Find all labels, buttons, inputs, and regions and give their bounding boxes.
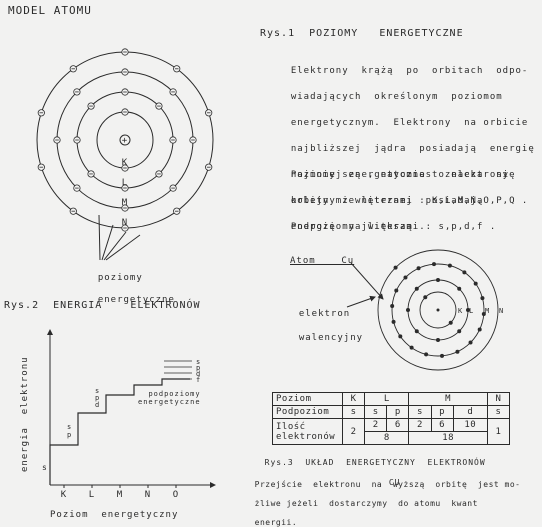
fig2-xlabel: Poziom energetyczny bbox=[50, 510, 178, 520]
svg-text:O: O bbox=[173, 490, 179, 500]
svg-text:M: M bbox=[485, 307, 490, 315]
fig2-ylabel: energia elektronu bbox=[20, 356, 30, 472]
svg-text:p: p bbox=[95, 394, 100, 402]
svg-text:s: s bbox=[42, 463, 48, 472]
fig1-atom-diagram: + KLMN bbox=[0, 20, 250, 300]
svg-text:d: d bbox=[95, 401, 100, 409]
svg-text:s: s bbox=[196, 358, 201, 366]
fig1-caption: Rys.1 POZIOMY ENERGETYCZNE bbox=[260, 28, 464, 39]
svg-text:+: + bbox=[122, 136, 128, 146]
svg-text:N: N bbox=[145, 490, 151, 500]
svg-text:M: M bbox=[122, 198, 128, 208]
svg-text:N: N bbox=[122, 218, 128, 228]
fig3-para: Przejście elektronu na wyższą orbitę jes… bbox=[244, 470, 520, 527]
svg-text:M: M bbox=[117, 490, 123, 500]
svg-text:L: L bbox=[469, 307, 474, 315]
svg-text:K: K bbox=[61, 490, 67, 500]
svg-text:N: N bbox=[499, 307, 504, 315]
fig2-chart: KLMNOsfdpspsdps bbox=[0, 318, 230, 527]
fig2-sublabel: podpoziomy energetyczne bbox=[138, 382, 201, 406]
fig2-caption: Rys.2 ENERGIA ELEKTRONÓW bbox=[4, 300, 201, 311]
electron-table: Poziom K L M N Podpoziom s s p s p d s I… bbox=[272, 392, 510, 445]
svg-text:L: L bbox=[89, 490, 95, 500]
page-title: MODEL ATOMU bbox=[8, 4, 92, 17]
fig1-para2: Poziomy energetyczne oznacza się kolejny… bbox=[278, 156, 528, 234]
svg-text:s: s bbox=[95, 387, 100, 395]
fig3-leader-arrows bbox=[345, 255, 465, 335]
svg-text:s: s bbox=[67, 423, 72, 431]
svg-text:K: K bbox=[122, 158, 128, 168]
svg-text:p: p bbox=[67, 431, 72, 439]
svg-text:L: L bbox=[122, 178, 128, 188]
